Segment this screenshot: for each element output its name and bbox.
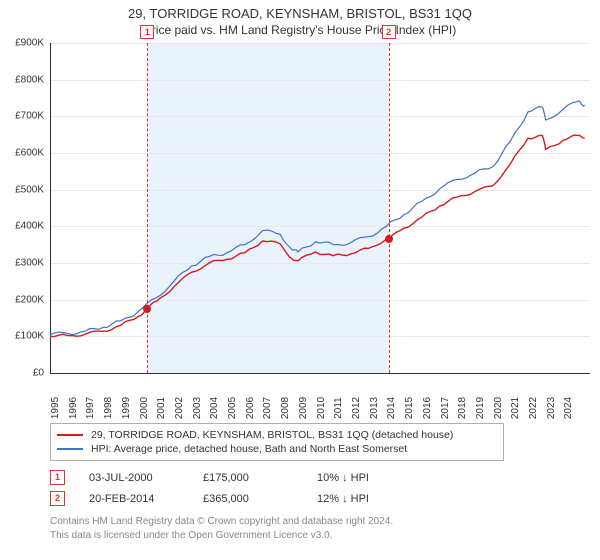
x-tick-label: 2000 <box>139 397 150 419</box>
x-tick-label: 1999 <box>121 397 132 419</box>
y-tick-label: £0 <box>33 368 50 379</box>
event-row: 1 03-JUL-2000 £175,000 10% ↓ HPI <box>50 467 588 488</box>
x-tick-label: 2021 <box>510 397 521 419</box>
chart-subtitle: Price paid vs. HM Land Registry's House … <box>0 21 600 39</box>
chart-plot: £0£100K£200K£300K£400K£500K£600K£700K£80… <box>50 43 590 373</box>
x-tick-label: 2020 <box>493 397 504 419</box>
x-tick-label: 2010 <box>316 397 327 419</box>
event-number-box: 2 <box>50 491 65 506</box>
legend-label: HPI: Average price, detached house, Bath… <box>91 443 407 455</box>
y-tick-label: £600K <box>15 148 50 159</box>
y-tick-label: £500K <box>15 184 50 195</box>
event-row: 2 20-FEB-2014 £365,000 12% ↓ HPI <box>50 488 588 509</box>
footer-line-1: Contains HM Land Registry data © Crown c… <box>50 515 588 529</box>
chart-title: 29, TORRIDGE ROAD, KEYNSHAM, BRISTOL, BS… <box>0 0 600 21</box>
x-tick-label: 2009 <box>298 397 309 419</box>
x-tick-label: 1998 <box>103 397 114 419</box>
x-tick-label: 2018 <box>457 397 468 419</box>
events-table: 1 03-JUL-2000 £175,000 10% ↓ HPI 2 20-FEB-201… <box>50 467 588 509</box>
x-tick-label: 2017 <box>440 397 451 419</box>
x-tick-label: 2012 <box>351 397 362 419</box>
x-tick-label: 2019 <box>475 397 486 419</box>
event-marker-box: 2 <box>382 25 396 39</box>
series-hpi <box>50 101 585 335</box>
x-tick-label: 2008 <box>280 397 291 419</box>
x-tick-label: 2011 <box>333 397 344 419</box>
x-tick-label: 2002 <box>174 397 185 419</box>
x-tick-label: 1995 <box>50 397 61 419</box>
legend-row: HPI: Average price, detached house, Bath… <box>57 442 497 456</box>
x-tick-label: 2015 <box>404 397 415 419</box>
y-tick-label: £400K <box>15 221 50 232</box>
legend-row: 29, TORRIDGE ROAD, KEYNSHAM, BRISTOL, BS… <box>57 428 497 442</box>
event-date: 03-JUL-2000 <box>89 472 179 484</box>
x-tick-label: 2003 <box>192 397 203 419</box>
series-lines <box>50 43 590 373</box>
x-tick-label: 2024 <box>563 397 574 419</box>
y-tick-label: £900K <box>15 38 50 49</box>
x-tick-label: 2004 <box>209 397 220 419</box>
x-tick-label: 2023 <box>546 397 557 419</box>
y-tick-label: £800K <box>15 74 50 85</box>
x-tick-label: 2022 <box>528 397 539 419</box>
legend-swatch <box>57 448 83 450</box>
legend-label: 29, TORRIDGE ROAD, KEYNSHAM, BRISTOL, BS… <box>91 429 453 441</box>
x-tick-label: 2016 <box>422 397 433 419</box>
x-tick-label: 2001 <box>156 397 167 419</box>
event-marker-box: 1 <box>140 25 154 39</box>
x-tick-label: 2014 <box>386 397 397 419</box>
x-tick-label: 1996 <box>68 397 79 419</box>
footer-attribution: Contains HM Land Registry data © Crown c… <box>50 515 588 542</box>
x-tick-label: 2005 <box>227 397 238 419</box>
event-dot <box>385 235 393 243</box>
y-tick-label: £100K <box>15 331 50 342</box>
event-price: £175,000 <box>203 472 293 484</box>
x-tick-label: 2006 <box>245 397 256 419</box>
y-tick-label: £200K <box>15 294 50 305</box>
event-delta: 10% ↓ HPI <box>317 472 407 484</box>
event-delta: 12% ↓ HPI <box>317 493 407 505</box>
y-tick-label: £300K <box>15 258 50 269</box>
event-price: £365,000 <box>203 493 293 505</box>
event-date: 20-FEB-2014 <box>89 493 179 505</box>
event-number-box: 1 <box>50 470 65 485</box>
x-axis-ticks: 1995 1996 1997 1998 1999 2000 2001 2002 2003 2004… <box>50 376 590 416</box>
x-tick-label: 1997 <box>85 397 96 419</box>
event-dot <box>143 305 151 313</box>
legend: 29, TORRIDGE ROAD, KEYNSHAM, BRISTOL, BS… <box>50 423 504 461</box>
footer-line-2: This data is licensed under the Open Gov… <box>50 529 588 543</box>
grid-line <box>50 373 590 374</box>
x-tick-label: 2013 <box>369 397 380 419</box>
series-subject <box>50 135 585 337</box>
y-tick-label: £700K <box>15 111 50 122</box>
legend-swatch <box>57 434 83 436</box>
x-tick-label: 2007 <box>262 397 273 419</box>
